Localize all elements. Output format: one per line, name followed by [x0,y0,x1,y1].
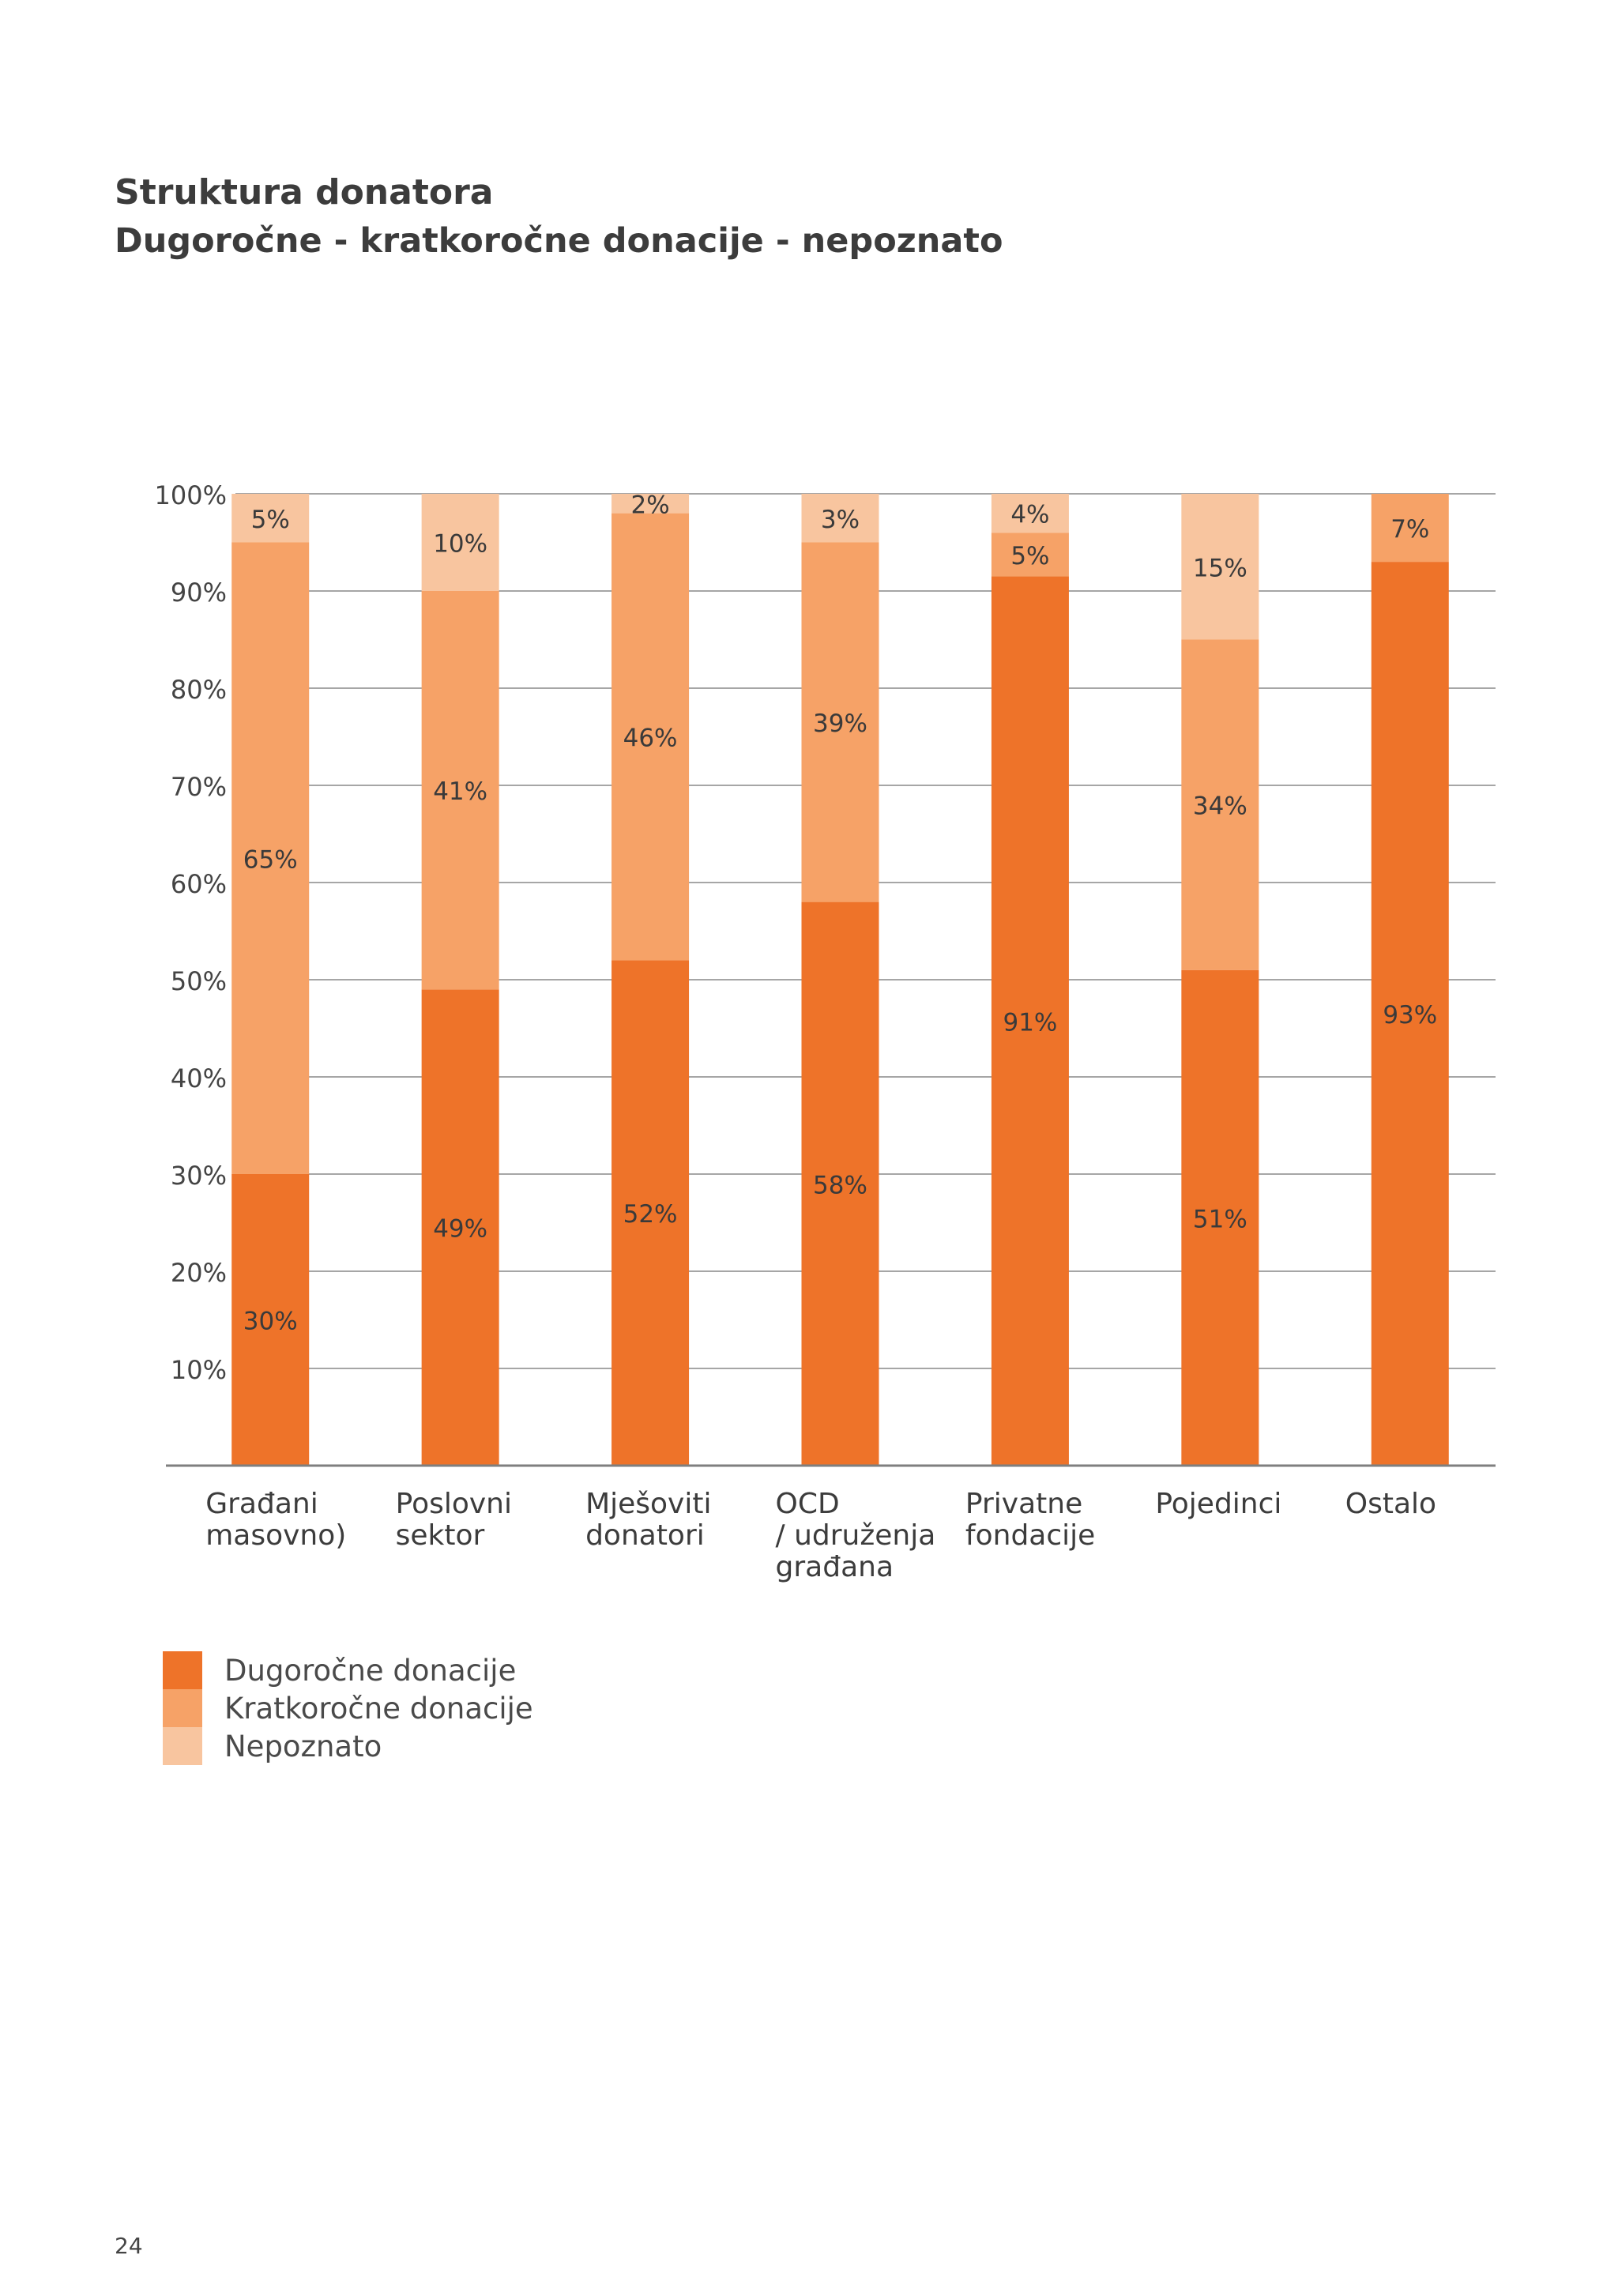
y-tick-label: 30% [171,1161,227,1191]
data-label: 5% [251,506,290,534]
stacked-bar-chart: 30% 65% 5% 49% 41% 10% 52% 46% 2% 58% 39% 3% 91% 5% 4%… [155,480,1496,1583]
y-tick-label: 80% [171,675,227,705]
y-tick-label: 40% [171,1063,227,1093]
bar-segment [801,494,879,543]
bar-segment [1371,494,1449,563]
legend-swatch-unknown [163,1727,202,1765]
legend-item-short-term: Kratkoročne donacije [163,1689,533,1727]
data-label: 2% [630,491,669,519]
x-tick-label: OCD / udruženja građana [776,1488,936,1583]
legend-label-short-term: Kratkoročne donacije [224,1691,533,1726]
legend: Dugoročne donacije Kratkoročne donacije … [163,1651,533,1765]
data-label: 46% [623,725,678,753]
bar-segment [231,1174,310,1466]
bar-segment [231,542,310,1174]
bar-segment [421,989,499,1466]
bar-segment [991,576,1069,1466]
x-tick-label: Pojedinci [1155,1488,1281,1520]
data-label: 58% [813,1171,867,1199]
bar-segment [801,542,879,902]
data-label: 30% [243,1308,298,1336]
y-tick-label: 20% [171,1258,227,1288]
x-tick-label: Privatne fondacije [965,1488,1095,1552]
data-label: 39% [813,710,867,738]
data-label: 65% [243,845,298,874]
chart-subtitle: Dugoročne - kratkoročne donacije - nepoz… [115,221,1003,261]
legend-label-unknown: Nepoznato [224,1729,382,1763]
bar-segment [801,901,879,1466]
bar-segment [611,513,690,961]
chart-title: Struktura donatora [115,172,494,213]
data-label: 4% [1010,501,1049,529]
page-number: 24 [115,2233,143,2259]
bar-segment [1181,969,1259,1466]
bar-segment [991,494,1069,533]
legend-swatch-long-term [163,1651,202,1689]
y-tick-label: 100% [155,480,227,510]
data-label: 34% [1193,792,1247,821]
data-label: 10% [433,530,487,559]
bar-segment [1181,494,1259,640]
data-label: 41% [433,777,487,806]
y-tick-label: 50% [171,966,227,996]
data-label: 52% [623,1200,678,1229]
legend-item-long-term: Dugoročne donacije [163,1651,533,1689]
bar-segment [991,533,1069,577]
bar-segment [1181,639,1259,970]
x-tick-label: Građani masovno) [205,1488,346,1552]
legend-label-long-term: Dugoročne donacije [224,1653,517,1688]
data-label: 7% [1390,515,1429,544]
y-tick-label: 10% [171,1355,227,1385]
y-tick-label: 90% [171,578,227,608]
bar-segment [421,591,499,990]
data-label: 91% [1003,1008,1057,1037]
bar-segment [1371,562,1449,1466]
x-tick-label: Mješoviti donatori [585,1488,711,1552]
x-tick-label: Poslovni sektor [396,1488,512,1552]
data-label: 93% [1383,1001,1437,1029]
bar-segment [231,494,310,543]
x-tick-label: Ostalo [1345,1488,1436,1520]
data-label: 5% [1010,542,1049,570]
y-tick-label: 70% [171,772,227,802]
legend-swatch-short-term [163,1689,202,1727]
bar-segment [611,960,690,1466]
bar-segment [421,494,499,591]
legend-item-unknown: Nepoznato [163,1727,533,1765]
data-label: 3% [821,506,860,534]
bar-segment [611,494,690,514]
data-label: 15% [1193,554,1247,582]
data-label: 49% [433,1215,487,1244]
data-label: 51% [1193,1205,1247,1233]
y-tick-label: 60% [171,869,227,899]
